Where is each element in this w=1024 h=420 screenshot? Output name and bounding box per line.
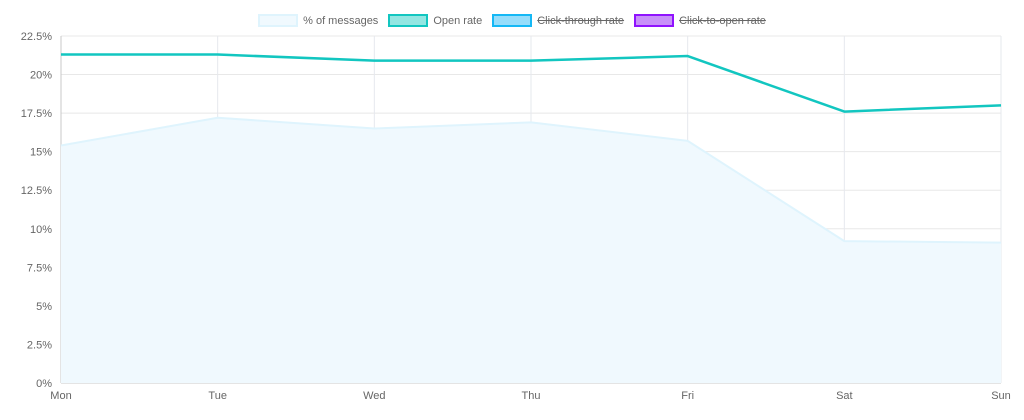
legend-item[interactable]: Click-through rate xyxy=(492,14,624,27)
x-tick-label: Sun xyxy=(991,390,1011,402)
y-tick-label: 10% xyxy=(30,224,52,236)
x-tick-label: Mon xyxy=(50,390,71,402)
legend-swatch xyxy=(634,14,675,27)
x-tick-label: Thu xyxy=(522,390,541,402)
y-tick-label: 0% xyxy=(36,378,52,390)
legend-item[interactable]: Click-to-open rate xyxy=(634,14,766,27)
x-tick-label: Sat xyxy=(836,390,853,402)
y-tick-label: 15% xyxy=(30,147,52,159)
legend-label: Click-through rate xyxy=(537,14,625,27)
legend-label: Open rate xyxy=(433,14,483,27)
legend-item[interactable]: Open rate xyxy=(388,14,482,27)
x-tick-label: Wed xyxy=(363,390,385,402)
series-area xyxy=(61,117,1001,383)
y-tick-label: 12.5% xyxy=(21,185,52,197)
x-tick-label: Fri xyxy=(681,390,694,402)
legend-label: Click-to-open rate xyxy=(679,14,766,27)
y-tick-label: 2.5% xyxy=(27,339,52,351)
legend-swatch xyxy=(388,14,429,27)
y-tick-label: 20% xyxy=(30,70,52,82)
y-tick-label: 5% xyxy=(36,301,52,313)
x-tick-label: Tue xyxy=(208,390,227,402)
y-tick-label: 22.5% xyxy=(21,31,52,43)
y-tick-label: 7.5% xyxy=(27,262,52,274)
legend-label: % of messages xyxy=(303,14,379,27)
legend-item[interactable]: % of messages xyxy=(258,14,378,27)
chart-legend: % of messages Open rate Click-through rate… xyxy=(0,14,1024,27)
y-tick-label: 17.5% xyxy=(21,108,52,120)
legend-swatch xyxy=(258,14,299,27)
legend-swatch xyxy=(492,14,533,27)
